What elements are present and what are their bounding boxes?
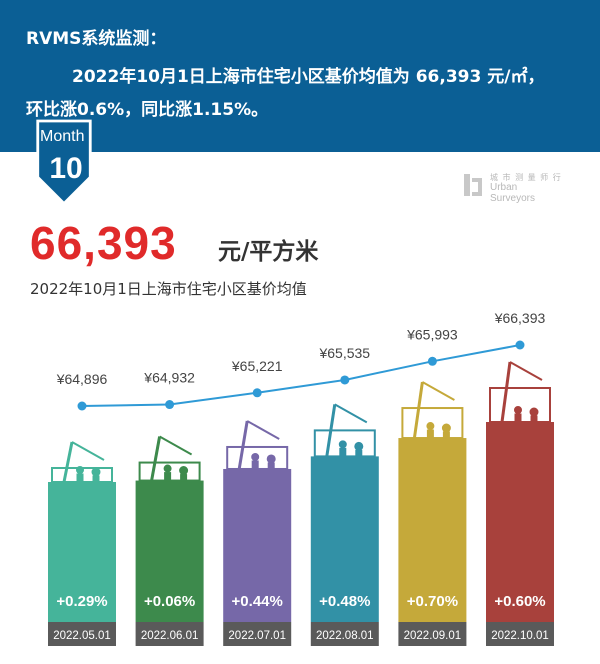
change-label: +0.44%: [232, 593, 283, 610]
bar: [398, 438, 467, 622]
bar: [310, 456, 379, 622]
value-label: ¥65,993: [406, 326, 458, 342]
x-tick-label: 2022.10.01: [491, 630, 549, 642]
value-label: ¥65,535: [318, 345, 370, 361]
price-chart: +0.29% 2022.05.01 +0.06% 2022.06.01 +0.44% 20…: [48, 310, 554, 646]
x-tick-label: 2022.05.01: [53, 630, 111, 642]
month-badge-shape: [36, 119, 92, 206]
bar: [486, 422, 554, 622]
change-label: +0.48%: [319, 593, 370, 610]
trend-point: [165, 400, 175, 410]
change-label: +0.29%: [56, 593, 107, 610]
bar: [223, 468, 292, 622]
construction-silhouette-icon: [51, 441, 113, 483]
date-strip: [486, 622, 554, 646]
logo-text-cn: 城 市 测 量 师 行: [490, 173, 562, 182]
date-strip: [398, 622, 467, 646]
x-tick-label: 2022.09.01: [404, 630, 462, 642]
trend-point: [252, 388, 262, 398]
x-tick-label: 2022.06.01: [141, 630, 199, 642]
header-line-2: 2022年10月1日上海市住宅小区基价均值为 66,393 元/㎡，: [72, 67, 545, 87]
month-number: 10: [49, 152, 83, 185]
value-label: ¥64,932: [143, 370, 195, 386]
bar: [48, 482, 116, 622]
value-label: ¥65,221: [231, 358, 283, 374]
date-strip: [48, 622, 116, 646]
headline-unit: 元/平方米: [218, 239, 319, 265]
construction-silhouette-icon: [489, 361, 551, 423]
header-banner: RVMS系统监测： 2022年10月1日上海市住宅小区基价均值为 66,393 …: [0, 0, 600, 152]
trend-point: [427, 356, 437, 366]
date-strip: [135, 622, 204, 646]
headline-value: 66,393: [30, 217, 177, 269]
construction-silhouette-icon: [313, 403, 376, 458]
value-label: ¥66,393: [494, 310, 546, 326]
logo-mark-icon: [464, 174, 482, 196]
logo-text-surveyors: Surveyors: [490, 193, 536, 204]
trend-line: [81, 344, 521, 407]
trend-point: [340, 375, 350, 385]
change-label: +0.06%: [144, 593, 195, 610]
date-strip: [223, 622, 292, 646]
construction-silhouette-icon: [401, 381, 464, 440]
trend-point: [77, 401, 87, 411]
change-label: +0.70%: [407, 593, 458, 610]
bar: [135, 480, 204, 622]
value-label: ¥64,896: [56, 371, 108, 387]
change-label: +0.60%: [494, 593, 545, 610]
header-line-1: RVMS系统监测：: [26, 29, 167, 49]
logo-text-urban: Urban: [490, 182, 518, 193]
x-tick-label: 2022.07.01: [228, 630, 286, 642]
construction-silhouette-icon: [138, 435, 201, 482]
header-line-3: 环比涨0.6%，同比涨1.15%。: [26, 100, 269, 120]
construction-silhouette-icon: [226, 420, 289, 470]
headline-subtitle: 2022年10月1日上海市住宅小区基价均值: [30, 280, 307, 298]
urban-surveyors-logo: 城 市 测 量 师 行 Urban Surveyors: [462, 172, 572, 204]
x-tick-label: 2022.08.01: [316, 630, 374, 642]
trend-point: [515, 340, 525, 350]
date-strip: [310, 622, 379, 646]
month-label: Month: [40, 128, 85, 145]
